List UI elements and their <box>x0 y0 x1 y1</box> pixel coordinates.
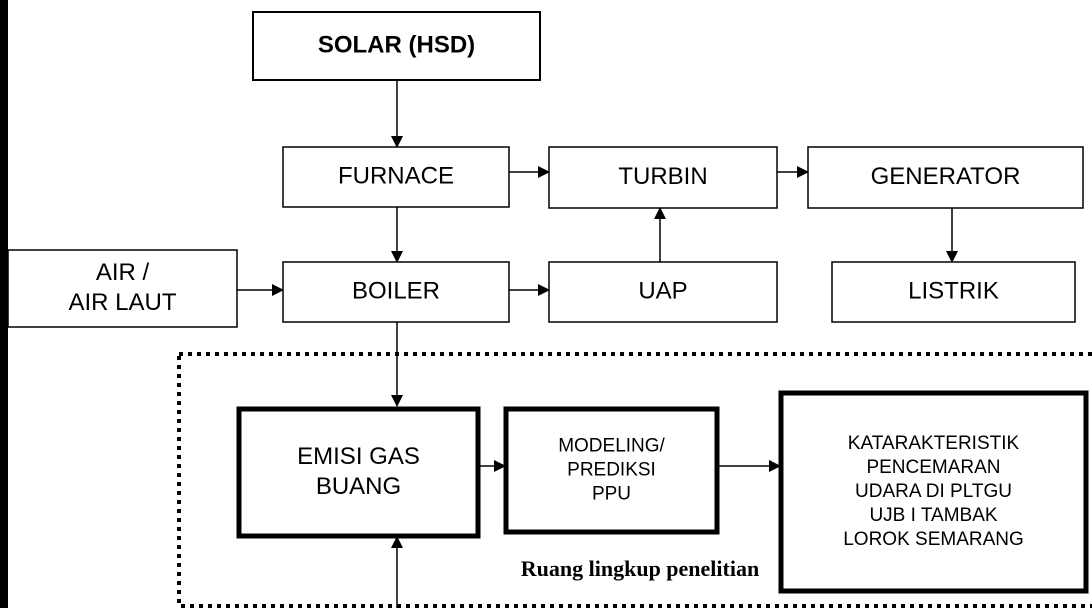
node-box <box>503 406 720 535</box>
node-label: KATARAKTERISTIK <box>848 433 1020 454</box>
node-label: MODELING/ <box>558 436 665 457</box>
node-label: AIR LAUT <box>68 289 176 316</box>
node-box <box>282 146 510 208</box>
node-label: LOROK SEMARANG <box>843 529 1024 550</box>
node-label: AIR / <box>96 259 150 286</box>
node-box <box>282 261 510 323</box>
node-label: UJB I TAMBAK <box>869 505 997 526</box>
node-box <box>252 11 541 81</box>
node-label: UDARA DI PLTGU <box>855 481 1012 502</box>
node-label: GENERATOR <box>871 163 1021 190</box>
node-box <box>548 261 778 323</box>
node-label: BUANG <box>316 473 401 500</box>
node-label: BOILER <box>352 277 440 304</box>
node-box <box>548 146 778 209</box>
node-label: PREDIKSI <box>567 460 656 481</box>
arrows <box>237 80 958 608</box>
node-label: TURBIN <box>618 163 707 190</box>
node-label: FURNACE <box>338 162 454 189</box>
node-box <box>831 261 1076 323</box>
node-box <box>778 390 1089 594</box>
node-box <box>236 406 481 539</box>
left-bar <box>0 0 8 608</box>
node-label: PPU <box>592 484 631 505</box>
node-box <box>807 146 1084 209</box>
node-box <box>7 249 238 328</box>
scope-caption: Ruang lingkup penelitian <box>521 556 759 581</box>
scope-border <box>177 352 1092 608</box>
node-label: LISTRIK <box>908 277 999 304</box>
node-label: EMISI GAS <box>297 443 420 470</box>
node-label: PENCEMARAN <box>866 457 1000 478</box>
node-label: UAP <box>638 277 687 304</box>
node-label: SOLAR (HSD) <box>318 31 475 58</box>
